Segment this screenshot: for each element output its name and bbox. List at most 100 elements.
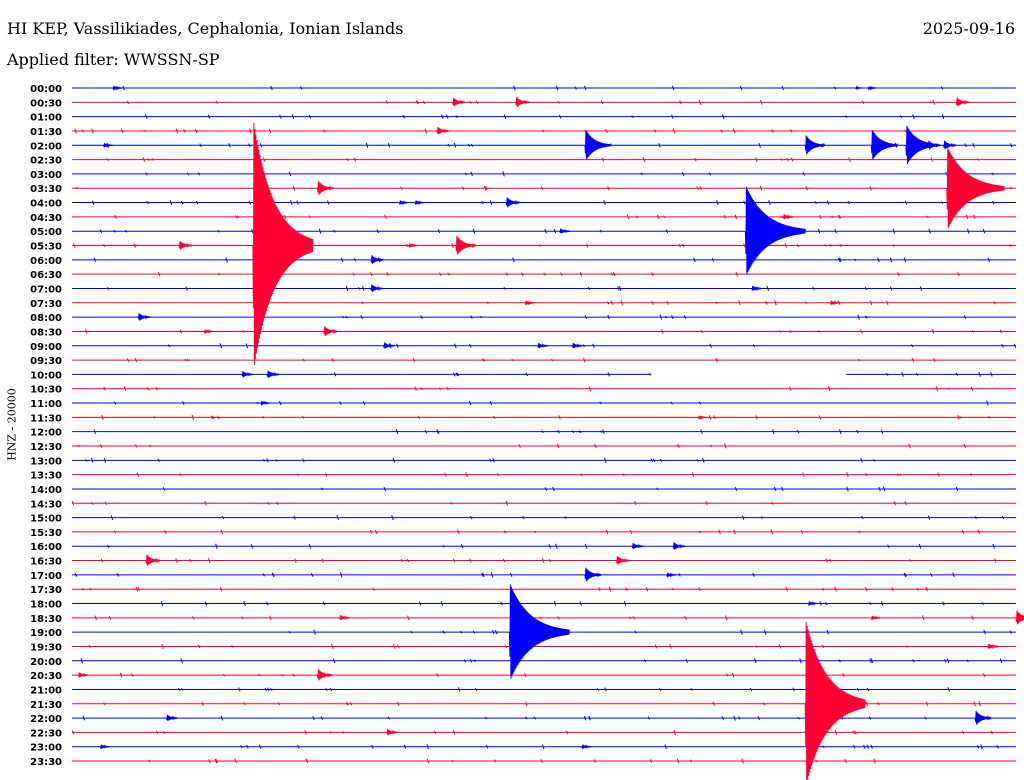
noise-tick [345,315,348,319]
noise-tick [331,357,334,363]
time-label: 05:00 [30,227,62,238]
noise-tick [812,286,815,291]
noise-tick [272,572,275,578]
noise-tick [557,100,560,104]
noise-tick [854,730,857,735]
noise-tick [300,86,303,90]
noise-tick [486,301,489,305]
noise-tick [400,558,403,563]
noise-tick [420,315,423,319]
noise-tick [93,429,97,434]
noise-tick [81,587,85,591]
noise-tick [926,215,929,219]
noise-tick [700,329,704,334]
noise-tick [952,572,955,578]
noise-tick [180,200,184,205]
noise-tick [699,186,702,191]
noise-tick [986,400,989,406]
noise-tick [484,716,488,720]
time-label: 04:00 [30,199,62,210]
noise-tick [678,573,681,577]
noise-tick [90,457,94,463]
noise-tick [629,529,633,534]
noise-tick [333,372,337,377]
noise-tick [245,343,249,349]
noise-tick [659,314,663,320]
noise-tick [893,501,896,506]
noise-tick [533,530,537,534]
time-label: 15:00 [30,514,62,525]
noise-tick [584,543,588,549]
time-label: 17:30 [30,585,62,596]
noise-tick [311,572,314,577]
noise-tick [283,214,287,219]
seismic-event [323,326,338,337]
noise-tick [690,688,693,691]
noise-tick [160,601,164,607]
time-label: 04:30 [30,213,62,224]
noise-tick [467,143,471,147]
noise-tick [472,630,476,634]
noise-tick [626,214,630,220]
noise-tick [781,85,784,91]
noise-tick [99,443,103,449]
seismic-event [584,129,612,160]
noise-tick [834,586,837,592]
seismic-event [666,572,677,578]
noise-tick [631,115,634,119]
noise-tick [503,287,506,290]
noise-tick [302,458,305,463]
noise-tick [863,744,866,749]
noise-tick [560,272,563,276]
noise-tick [733,715,736,721]
noise-tick [194,128,198,134]
noise-tick [544,228,547,234]
seismic-event [455,235,476,255]
noise-tick [113,401,117,405]
seismic-event [672,542,686,550]
noise-tick [684,615,687,620]
noise-tick [671,315,674,320]
noise-tick [439,272,442,276]
noise-tick [940,86,944,90]
noise-tick [992,200,995,205]
noise-tick [135,586,139,592]
noise-tick [481,573,484,577]
noise-tick [696,186,699,191]
noise-tick [571,430,575,434]
time-label: 19:00 [30,628,62,639]
noise-tick [957,415,960,420]
noise-tick [625,587,628,591]
noise-tick [796,429,800,434]
noise-tick [607,185,610,191]
seismic-event [505,197,521,208]
noise-tick [899,115,903,119]
noise-tick [610,272,614,276]
seismic-event [943,140,957,150]
seismic-event [870,129,899,160]
noise-tick [887,544,890,549]
noise-tick [860,457,863,463]
noise-tick [214,758,218,764]
noise-tick [557,616,560,620]
noise-tick [599,401,602,405]
seismic-event [370,255,384,264]
noise-tick [654,644,658,649]
seismic-event [266,370,280,378]
noise-tick [492,415,496,420]
noise-tick [826,629,829,635]
noise-tick [304,730,307,735]
seismic-event [955,97,970,107]
noise-tick [786,157,789,162]
noise-tick [996,744,999,749]
noise-tick [651,300,654,306]
noise-tick [288,171,292,177]
noise-tick [780,215,783,219]
noise-tick [541,430,544,434]
noise-tick [827,386,831,392]
noise-tick [945,171,948,176]
noise-tick [124,229,128,233]
noise-tick [709,444,713,448]
noise-tick [470,515,473,520]
noise-tick [543,272,546,276]
